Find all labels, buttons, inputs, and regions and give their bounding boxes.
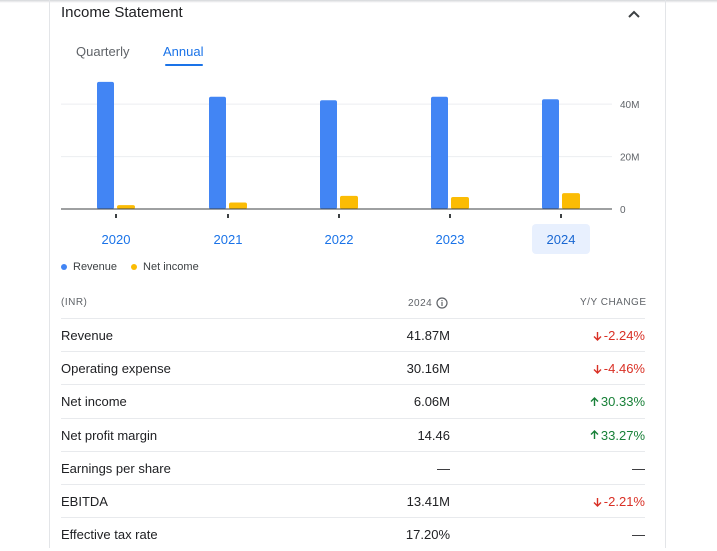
year-button-2021[interactable]: 2021 (213, 231, 243, 247)
x-tick-mark (227, 214, 229, 218)
table-header-unit: (INR) (61, 297, 88, 308)
bar-net-income (229, 202, 247, 209)
tab-annual[interactable]: Annual (163, 44, 204, 59)
arrow-up-icon (590, 396, 599, 407)
income-chart: 0 20M 40M (61, 81, 639, 218)
arrow-up-icon (590, 430, 599, 440)
year-button-2022[interactable]: 2022 (324, 231, 354, 247)
year-button-2024[interactable]: 2024 (532, 224, 590, 254)
x-tick-mark (338, 214, 340, 218)
tab-active-indicator (165, 64, 203, 66)
arrow-down-icon (593, 497, 602, 507)
legend-revenue: Revenue (61, 261, 117, 273)
row-label: Operating expense (61, 361, 171, 377)
y-tick-label: 20M (620, 153, 639, 164)
table-row: Net income 6.06M 30.33% (61, 384, 645, 418)
legend-net-income-swatch (131, 264, 138, 270)
table-row: Operating expense 30.16M -4.46% (61, 351, 645, 385)
bar-net-income (562, 193, 580, 209)
table-row: Net profit margin 14.46 33.27% (61, 417, 645, 452)
row-change: -4.46% (593, 361, 645, 376)
legend-revenue-label: Revenue (73, 261, 118, 273)
row-change: 33.27% (590, 428, 645, 443)
table-row: Revenue 41.87M -2.24% (61, 318, 645, 352)
info-icon[interactable] (436, 297, 448, 309)
row-change-value: — (632, 527, 645, 543)
bar-revenue (542, 99, 559, 209)
row-change: — (632, 527, 645, 542)
row-label: Revenue (61, 328, 114, 343)
row-value: 13.41M (406, 494, 450, 509)
section-title: Income Statement (61, 4, 183, 21)
row-value: 6.06M (413, 394, 450, 410)
bar-revenue (320, 100, 337, 209)
year-button-2020[interactable]: 2020 (101, 231, 131, 247)
bar-net-income (451, 196, 469, 209)
bar-revenue (97, 81, 114, 209)
row-label: Earnings per share (61, 460, 171, 476)
row-label: Effective tax rate (61, 527, 158, 543)
card-right-border (665, 0, 666, 548)
row-change: -2.24% (593, 328, 645, 343)
row-value: — (437, 460, 450, 476)
row-change-value: -2.24% (603, 328, 645, 343)
y-tick-label: 40M (620, 100, 639, 111)
y-tick-label: 0 (620, 205, 626, 216)
row-change: -2.21% (593, 494, 645, 509)
table-header-change: Y/Y CHANGE (580, 297, 647, 308)
row-change: 30.33% (590, 394, 645, 409)
chart-legend: Revenue Net income (61, 261, 213, 273)
year-button-2023[interactable]: 2023 (435, 231, 465, 247)
bar-net-income (340, 195, 358, 209)
arrow-down-icon (593, 331, 602, 341)
table-row: Earnings per share — — (61, 450, 645, 485)
row-change: — (632, 461, 645, 476)
table-row: Effective tax rate 17.20% — (61, 517, 645, 551)
row-value: 17.20% (405, 527, 450, 543)
row-value: 30.16M (406, 361, 450, 377)
table-header-year: 2024 (408, 297, 448, 309)
tab-quarterly[interactable]: Quarterly (76, 44, 130, 59)
card-left-border (49, 0, 50, 548)
row-change-value: 33.27% (600, 427, 645, 443)
row-change-value: -4.46% (603, 361, 645, 377)
row-label: Net income (61, 394, 127, 410)
x-tick-mark (449, 214, 451, 218)
arrow-down-icon (593, 364, 602, 374)
top-shadow (0, 0, 717, 3)
bar-net-income (117, 205, 135, 209)
chevron-up-icon[interactable] (624, 6, 644, 22)
bar-revenue (209, 96, 226, 209)
x-tick-mark (115, 214, 117, 218)
legend-net-income-label: Net income (143, 261, 199, 273)
row-change-value: — (632, 460, 645, 476)
table-row: EBITDA 13.41M -2.21% (61, 484, 645, 518)
row-change-value: -2.21% (603, 494, 645, 509)
row-label: EBITDA (61, 494, 108, 509)
row-value: 41.87M (406, 328, 450, 343)
legend-revenue-swatch (61, 264, 67, 270)
bar-revenue (431, 96, 448, 209)
row-change-value: 30.33% (600, 394, 645, 410)
table-header-year-label: 2024 (408, 297, 433, 309)
legend-net-income: Net income (131, 261, 199, 273)
row-label: Net profit margin (61, 427, 158, 443)
x-tick-mark (560, 214, 562, 218)
row-value: 14.46 (417, 427, 450, 443)
